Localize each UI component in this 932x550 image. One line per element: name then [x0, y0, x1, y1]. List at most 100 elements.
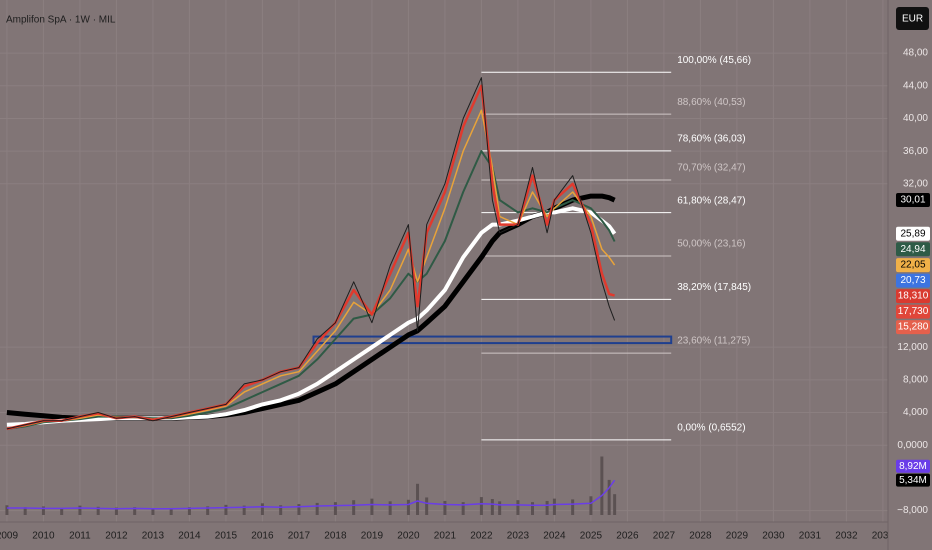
price-tag-label: 22,05	[900, 260, 925, 271]
volume-tag-label: 5,34M	[899, 475, 927, 486]
fib-label: 78,60% (36,03)	[677, 134, 745, 145]
volume-ma-line	[6, 479, 616, 510]
volume-tag	[896, 459, 930, 473]
x-tick-label: 2023	[507, 531, 530, 542]
y-tick-label: 8,000	[903, 374, 928, 385]
x-tick-label: 2031	[799, 531, 822, 542]
volume-bar	[114, 507, 118, 515]
fib-label: 100,00% (45,66)	[677, 55, 751, 66]
volume-bar	[443, 500, 447, 515]
volume-bar	[96, 506, 100, 515]
x-tick-label: 2019	[361, 531, 384, 542]
fib-label: 23,60% (11,275)	[677, 336, 750, 347]
y-tick-label: 44,00	[903, 80, 928, 91]
x-tick-label: 2026	[616, 531, 639, 542]
volume-bar	[23, 507, 27, 515]
volume-bar	[224, 504, 228, 515]
volume-bar	[416, 483, 420, 515]
volume-bar	[545, 500, 549, 515]
y-tick-label: 12,000	[897, 342, 928, 353]
x-tick-label: 2024	[543, 531, 566, 542]
price-tag	[896, 320, 930, 335]
volume-bar	[479, 497, 483, 515]
currency-button[interactable]	[896, 7, 929, 30]
price-tag-label: 20,73	[900, 275, 925, 286]
chart-title: Amplifon SpA · 1W · MIL	[6, 15, 116, 26]
volume-bar	[206, 506, 210, 515]
price-tag-label: 15,280	[898, 322, 929, 333]
y-tick-label: 32,00	[903, 178, 928, 189]
ma-line	[6, 77, 616, 430]
volume-bar	[352, 500, 356, 515]
x-tick-label: 2017	[288, 531, 311, 542]
x-tick-label: 2033	[872, 531, 895, 542]
volume-bar	[370, 498, 374, 515]
volume-tag-label: 8,92M	[899, 461, 927, 472]
price-tag	[896, 273, 930, 288]
fib-label: 38,20% (17,845)	[677, 282, 751, 293]
volume-bar	[169, 507, 173, 515]
volume-bar	[589, 496, 593, 515]
x-tick-label: 2012	[105, 531, 128, 542]
price-tag	[896, 289, 930, 304]
volume-tag	[896, 473, 930, 487]
y-tick-label: 0,0000	[897, 440, 928, 451]
volume-bar	[406, 499, 410, 515]
volume-bar	[242, 505, 246, 515]
volume-bar	[260, 503, 264, 515]
volume-bar	[552, 498, 556, 515]
price-tag	[896, 242, 930, 257]
x-tick-label: 2020	[397, 531, 420, 542]
price-tag-label: 24,94	[900, 244, 925, 255]
fib-label: 88,60% (40,53)	[677, 97, 745, 108]
x-tick-label: 2009	[0, 531, 18, 542]
price-tag	[896, 304, 930, 319]
x-tick-label: 2013	[142, 531, 165, 542]
volume-bar	[425, 497, 429, 515]
volume-bar	[600, 456, 604, 515]
x-tick-label: 2030	[762, 531, 785, 542]
y-tick-label: 4,000	[903, 407, 928, 418]
volume-bar	[531, 502, 535, 515]
volume-bar	[461, 502, 465, 515]
volume-bar	[151, 508, 155, 515]
fib-label: 61,80% (28,47)	[677, 195, 745, 206]
y-tick-label: −8,000	[897, 505, 928, 516]
x-tick-label: 2010	[32, 531, 55, 542]
volume-bar	[315, 502, 319, 515]
volume-bar	[297, 504, 301, 515]
volume-bar	[279, 505, 283, 515]
x-tick-label: 2015	[215, 531, 238, 542]
x-tick-label: 2029	[726, 531, 749, 542]
x-tick-label: 2011	[69, 531, 91, 542]
x-tick-label: 2027	[653, 531, 676, 542]
volume-bar	[133, 507, 137, 515]
volume-bar	[5, 505, 9, 515]
x-tick-label: 2025	[580, 531, 603, 542]
volume-bar	[607, 479, 611, 515]
x-tick-label: 2022	[470, 531, 493, 542]
volume-bar	[571, 499, 575, 515]
currency-label[interactable]: EUR	[902, 14, 923, 25]
volume-bar	[187, 507, 191, 515]
price-tag-label: 25,89	[900, 228, 925, 239]
x-tick-label: 2028	[689, 531, 712, 542]
volume-bar	[498, 501, 502, 515]
support-zone	[312, 335, 673, 345]
x-tick-label: 2021	[434, 531, 457, 542]
price-tag-label: 18,310	[898, 291, 929, 302]
volume-bar	[78, 505, 82, 515]
price-tag-label: 17,730	[898, 306, 929, 317]
fib-label: 0,00% (0,6552)	[677, 422, 745, 433]
volume-bar	[516, 500, 520, 515]
x-tick-label: 2018	[324, 531, 347, 542]
price-tag-label: 30,01	[900, 195, 925, 206]
volume-bar	[490, 499, 494, 515]
volume-bar	[333, 502, 337, 515]
volume-bar	[41, 506, 45, 515]
x-tick-label: 2032	[835, 531, 858, 542]
price-tag	[896, 193, 930, 208]
x-tick-label: 2014	[178, 531, 201, 542]
